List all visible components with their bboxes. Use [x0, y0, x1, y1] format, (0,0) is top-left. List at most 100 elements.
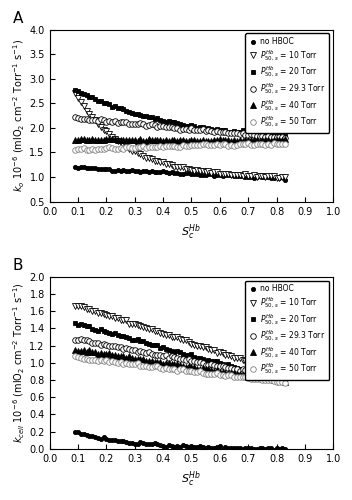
$P^{Hb}_{50,s}$ = 29.3 Torr	[232, 130, 236, 136]
$P^{Hb}_{50,s}$ = 10 Torr	[240, 357, 245, 363]
no HBOC	[283, 177, 287, 183]
$P^{Hb}_{50,s}$ = 29.3 Torr	[90, 116, 94, 122]
$P^{Hb}_{50,s}$ = 40 Torr	[283, 136, 287, 142]
Y-axis label: $k_{cell}$ 10$^{-6}$ (mlO$_2$ cm$^{-2}$ Torr$^{-1}$ s$^{-1}$): $k_{cell}$ 10$^{-6}$ (mlO$_2$ cm$^{-2}$ …	[11, 282, 27, 443]
$P^{Hb}_{50,s}$ = 10 Torr	[238, 172, 242, 178]
Line: $P^{Hb}_{50,s}$ = 29.3 Torr: $P^{Hb}_{50,s}$ = 29.3 Torr	[73, 114, 288, 140]
$P^{Hb}_{50,s}$ = 10 Torr	[260, 172, 264, 178]
$P^{Hb}_{50,s}$ = 10 Torr	[283, 174, 287, 180]
$P^{Hb}_{50,s}$ = 10 Torr	[260, 364, 264, 370]
Y-axis label: $k_o$ 10$^{-6}$ (mlO$_2$ cm$^{-2}$ Torr$^{-1}$ s$^{-1}$): $k_o$ 10$^{-6}$ (mlO$_2$ cm$^{-2}$ Torr$…	[11, 39, 26, 192]
$P^{Hb}_{50,s}$ = 50 Torr	[283, 380, 287, 386]
$P^{Hb}_{50,s}$ = 29.3 Torr	[93, 340, 97, 346]
$P^{Hb}_{50,s}$ = 29.3 Torr	[246, 132, 250, 138]
$P^{Hb}_{50,s}$ = 40 Torr	[266, 138, 270, 143]
$P^{Hb}_{50,s}$ = 40 Torr	[73, 138, 77, 143]
$P^{Hb}_{50,s}$ = 29.3 Torr	[260, 133, 264, 139]
no HBOC	[240, 172, 245, 178]
no HBOC	[283, 446, 287, 452]
$P^{Hb}_{50,s}$ = 10 Torr	[238, 354, 242, 360]
no HBOC	[263, 174, 267, 180]
$P^{Hb}_{50,s}$ = 29.3 Torr	[238, 132, 242, 138]
$P^{Hb}_{50,s}$ = 50 Torr	[246, 375, 250, 381]
$P^{Hb}_{50,s}$ = 40 Torr	[73, 347, 77, 353]
$P^{Hb}_{50,s}$ = 20 Torr	[260, 372, 264, 378]
$P^{Hb}_{50,s}$ = 20 Torr	[90, 326, 94, 332]
$P^{Hb}_{50,s}$ = 20 Torr	[283, 380, 287, 386]
$P^{Hb}_{50,s}$ = 40 Torr	[249, 372, 253, 378]
Text: A: A	[13, 11, 23, 26]
$P^{Hb}_{50,s}$ = 29.3 Torr	[263, 372, 267, 378]
no HBOC	[260, 445, 264, 451]
$P^{Hb}_{50,s}$ = 10 Torr	[90, 308, 94, 314]
$P^{Hb}_{50,s}$ = 29.3 Torr	[249, 368, 253, 374]
$P^{Hb}_{50,s}$ = 50 Torr	[238, 374, 242, 380]
$P^{Hb}_{50,s}$ = 20 Torr	[280, 134, 284, 140]
Line: $P^{Hb}_{50,s}$ = 40 Torr: $P^{Hb}_{50,s}$ = 40 Torr	[73, 347, 288, 385]
no HBOC	[90, 433, 94, 439]
$P^{Hb}_{50,s}$ = 50 Torr	[73, 354, 77, 360]
Line: no HBOC: no HBOC	[73, 430, 287, 452]
Line: $P^{Hb}_{50,s}$ = 29.3 Torr: $P^{Hb}_{50,s}$ = 29.3 Torr	[73, 336, 288, 382]
$P^{Hb}_{50,s}$ = 50 Torr	[90, 146, 94, 152]
Line: $P^{Hb}_{50,s}$ = 20 Torr: $P^{Hb}_{50,s}$ = 20 Torr	[73, 320, 288, 385]
Legend: no HBOC, $P^{Hb}_{50,s}$ = 10 Torr, $P^{Hb}_{50,s}$ = 20 Torr, $P^{Hb}_{50,s}$ =: no HBOC, $P^{Hb}_{50,s}$ = 10 Torr, $P^{…	[245, 34, 329, 133]
no HBOC	[272, 446, 276, 452]
$P^{Hb}_{50,s}$ = 50 Torr	[240, 374, 245, 380]
$P^{Hb}_{50,s}$ = 10 Torr	[240, 173, 245, 179]
$P^{Hb}_{50,s}$ = 40 Torr	[93, 350, 97, 356]
$P^{Hb}_{50,s}$ = 50 Torr	[249, 142, 253, 148]
$P^{Hb}_{50,s}$ = 40 Torr	[240, 372, 245, 378]
$P^{Hb}_{50,s}$ = 10 Torr	[73, 90, 77, 96]
$P^{Hb}_{50,s}$ = 10 Torr	[73, 302, 77, 308]
Line: no HBOC: no HBOC	[73, 165, 287, 182]
$P^{Hb}_{50,s}$ = 50 Torr	[232, 374, 236, 380]
$P^{Hb}_{50,s}$ = 40 Torr	[263, 374, 267, 380]
$P^{Hb}_{50,s}$ = 29.3 Torr	[240, 130, 245, 136]
$P^{Hb}_{50,s}$ = 10 Torr	[90, 114, 94, 120]
$P^{Hb}_{50,s}$ = 29.3 Torr	[73, 336, 77, 342]
Line: $P^{Hb}_{50,s}$ = 40 Torr: $P^{Hb}_{50,s}$ = 40 Torr	[73, 136, 288, 144]
$P^{Hb}_{50,s}$ = 20 Torr	[246, 368, 250, 374]
$P^{Hb}_{50,s}$ = 20 Torr	[73, 320, 77, 326]
$P^{Hb}_{50,s}$ = 50 Torr	[246, 140, 250, 146]
$P^{Hb}_{50,s}$ = 40 Torr	[246, 136, 250, 142]
$P^{Hb}_{50,s}$ = 20 Torr	[232, 364, 236, 370]
$P^{Hb}_{50,s}$ = 40 Torr	[243, 372, 247, 378]
$P^{Hb}_{50,s}$ = 29.3 Torr	[283, 376, 287, 382]
$P^{Hb}_{50,s}$ = 40 Torr	[87, 347, 92, 353]
X-axis label: $S^{Hb}_{c}$: $S^{Hb}_{c}$	[181, 222, 202, 242]
no HBOC	[73, 164, 77, 170]
$P^{Hb}_{50,s}$ = 40 Torr	[283, 378, 287, 384]
Text: B: B	[13, 258, 23, 274]
$P^{Hb}_{50,s}$ = 20 Torr	[238, 366, 242, 372]
Line: $P^{Hb}_{50,s}$ = 50 Torr: $P^{Hb}_{50,s}$ = 50 Torr	[73, 354, 288, 386]
$P^{Hb}_{50,s}$ = 29.3 Torr	[73, 114, 77, 120]
$P^{Hb}_{50,s}$ = 20 Torr	[283, 134, 287, 140]
$P^{Hb}_{50,s}$ = 29.3 Torr	[243, 368, 247, 374]
no HBOC	[243, 174, 247, 180]
$P^{Hb}_{50,s}$ = 10 Torr	[283, 371, 287, 377]
$P^{Hb}_{50,s}$ = 29.3 Torr	[240, 366, 245, 372]
$P^{Hb}_{50,s}$ = 50 Torr	[73, 148, 77, 154]
$P^{Hb}_{50,s}$ = 50 Torr	[240, 140, 245, 146]
$P^{Hb}_{50,s}$ = 10 Torr	[246, 360, 250, 366]
$P^{Hb}_{50,s}$ = 20 Torr	[90, 94, 94, 100]
Line: $P^{Hb}_{50,s}$ = 50 Torr: $P^{Hb}_{50,s}$ = 50 Torr	[73, 140, 288, 153]
$P^{Hb}_{50,s}$ = 20 Torr	[260, 132, 264, 138]
$P^{Hb}_{50,s}$ = 10 Torr	[232, 354, 236, 360]
$P^{Hb}_{50,s}$ = 29.3 Torr	[79, 336, 83, 342]
X-axis label: $S^{Hb}_{c}$: $S^{Hb}_{c}$	[181, 470, 202, 489]
$P^{Hb}_{50,s}$ = 40 Torr	[90, 136, 94, 142]
Line: $P^{Hb}_{50,s}$ = 10 Torr: $P^{Hb}_{50,s}$ = 10 Torr	[73, 90, 288, 180]
$P^{Hb}_{50,s}$ = 40 Torr	[138, 136, 143, 142]
$P^{Hb}_{50,s}$ = 40 Torr	[252, 137, 256, 143]
no HBOC	[249, 174, 253, 180]
$P^{Hb}_{50,s}$ = 40 Torr	[238, 137, 242, 143]
Line: $P^{Hb}_{50,s}$ = 10 Torr: $P^{Hb}_{50,s}$ = 10 Torr	[73, 302, 288, 377]
no HBOC	[235, 173, 239, 179]
$P^{Hb}_{50,s}$ = 29.3 Torr	[235, 366, 239, 372]
$P^{Hb}_{50,s}$ = 20 Torr	[73, 87, 77, 93]
$P^{Hb}_{50,s}$ = 50 Torr	[90, 357, 94, 363]
$P^{Hb}_{50,s}$ = 50 Torr	[260, 376, 264, 382]
